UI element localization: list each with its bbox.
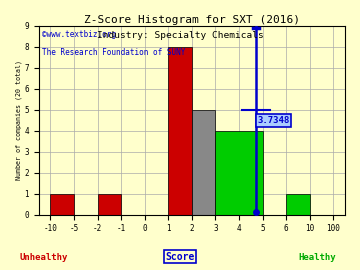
Bar xyxy=(286,194,310,215)
Text: ©www.textbiz.org: ©www.textbiz.org xyxy=(42,29,116,39)
Bar xyxy=(192,110,215,215)
Title: Z-Score Histogram for SXT (2016): Z-Score Histogram for SXT (2016) xyxy=(84,15,300,25)
Text: Score: Score xyxy=(165,252,195,262)
Bar xyxy=(168,47,192,215)
Text: 3.7348: 3.7348 xyxy=(257,116,290,125)
Bar xyxy=(215,131,262,215)
Bar xyxy=(50,194,74,215)
Text: Industry: Specialty Chemicals: Industry: Specialty Chemicals xyxy=(96,31,264,40)
Y-axis label: Number of companies (20 total): Number of companies (20 total) xyxy=(15,60,22,180)
Text: Unhealthy: Unhealthy xyxy=(19,253,67,262)
Bar xyxy=(98,194,121,215)
Text: Healthy: Healthy xyxy=(298,253,336,262)
Text: The Research Foundation of SUNY: The Research Foundation of SUNY xyxy=(42,48,185,58)
